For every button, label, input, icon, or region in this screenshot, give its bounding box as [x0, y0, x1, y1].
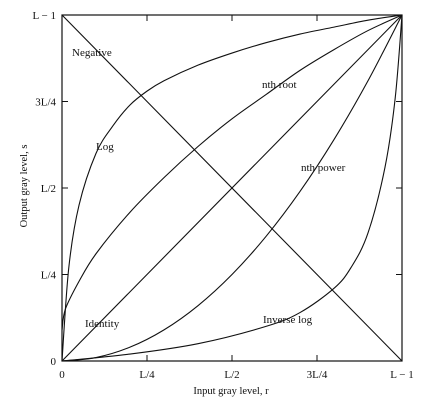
curve-nth-root	[61, 14, 403, 330]
x-tick-label: L/4	[139, 369, 155, 381]
x-tick-label: 0	[59, 369, 65, 381]
curve-nth-power	[61, 14, 403, 362]
x-tick-label: L/2	[224, 369, 239, 381]
x-tick-label: L − 1	[390, 369, 414, 381]
curve-label-nth-power: nth power	[301, 162, 346, 174]
y-axis-title: Output gray level, s	[19, 145, 30, 228]
curve-label-log: Log	[96, 141, 114, 153]
curve-label-negative: Negative	[72, 47, 112, 59]
curve-label-inverse-log: Inverse log	[263, 314, 313, 326]
y-tick-label: 3L/4	[35, 97, 56, 109]
x-tick-label: 3L/4	[307, 369, 328, 381]
y-tick-label: 0	[51, 356, 57, 368]
curve-inverse-log	[61, 14, 403, 362]
curve-log	[61, 14, 403, 362]
x-axis-title: Input gray level, r	[193, 386, 269, 397]
curve-label-nth-root: nth root	[262, 79, 297, 91]
curve-label-identity: Identity	[85, 318, 120, 330]
y-tick-label: L/4	[41, 270, 57, 282]
y-tick-label: L − 1	[32, 10, 56, 22]
curve-identity	[61, 14, 403, 362]
y-tick-label: L/2	[41, 183, 56, 195]
